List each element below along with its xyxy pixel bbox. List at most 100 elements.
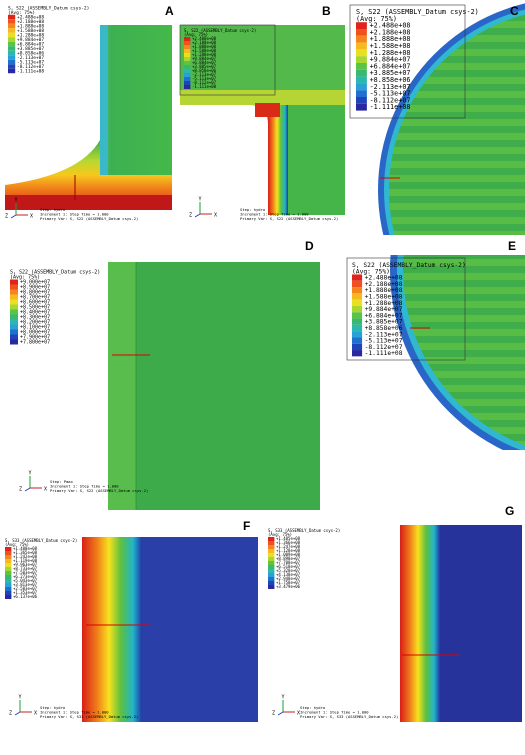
legend-value: +1.365e+08: [13, 550, 38, 555]
legend-title: S, S33 (ASSEMBLY_Datum csys-2): [5, 538, 77, 543]
triad-label: Y: [19, 695, 22, 701]
legend-value: -1.111e+08: [192, 84, 217, 89]
legend-title: S, S22 (ASSEMBLY_Datum csys-2): [10, 270, 100, 276]
legend-value: +2.488e+08: [365, 275, 403, 282]
legend-value: +6.273e+07: [13, 574, 38, 579]
legend-swatch: [356, 90, 367, 97]
legend-swatch: [184, 73, 191, 77]
legend-swatch: [10, 339, 18, 345]
panel-c-model: [378, 3, 525, 235]
legend-swatch: [10, 309, 18, 315]
legend-swatch: [352, 350, 363, 357]
legend-swatch: [268, 549, 275, 553]
legend-value: +1.242e+08: [13, 554, 38, 559]
primary-var-text: Primary Var: S, S33 (ASSEMBLY_Datum csys…: [300, 714, 398, 719]
legend-swatch: [8, 19, 16, 24]
increment-text: Increment 1: Step Time = 1.000: [50, 484, 119, 489]
legend-avg: (Avg: 75%): [5, 542, 29, 547]
legend-value: +1.888e+08: [370, 35, 411, 43]
increment-text: Increment 1: Step Time = 1.000: [300, 710, 369, 715]
triad-label: X: [297, 711, 300, 717]
legend-value: +1.488e+08: [13, 546, 38, 551]
legend-swatch: [356, 35, 367, 43]
legend-value: +6.884e+07: [192, 60, 217, 65]
legend-value: +1.009e+08: [276, 552, 301, 557]
legend-swatch: [352, 343, 363, 351]
legend-value: +8.898e+07: [276, 556, 301, 561]
panel-b-model: [180, 25, 345, 215]
legend-swatch: [184, 61, 191, 65]
legend-swatch: [184, 77, 191, 81]
legend-swatch: [10, 329, 18, 335]
legend-title: S, S22 (ASSEMBLY_Datum csys-2): [8, 6, 89, 12]
legend-value: -8.112e+07: [370, 96, 411, 104]
legend-value: +2.488e+08: [192, 36, 217, 41]
legend-swatch: [356, 97, 367, 104]
legend-value: +6.884e+07: [17, 42, 44, 48]
panel-label: C: [510, 4, 519, 18]
legend-swatch: [268, 541, 275, 545]
legend-title: S, S22 (ASSEMBLY_Datum csys-2): [356, 8, 479, 16]
legend-value: -2.113e+07: [370, 83, 411, 91]
triad-label: Z: [272, 711, 275, 717]
legend-value: +2.188e+08: [17, 19, 44, 25]
legend-value: +8.400e+07: [20, 310, 50, 316]
legend-swatch: [8, 41, 16, 47]
legend-value: +1.128e+08: [276, 548, 301, 553]
vertical-hot: [268, 105, 288, 215]
legend-swatch: [10, 289, 18, 295]
panel-label: E: [508, 239, 516, 253]
primary-var-text: Primary Var: S, S22 (ASSEMBLY_Datum csys…: [240, 216, 338, 221]
triad-label: Z: [9, 711, 12, 717]
legend-swatch: [352, 324, 363, 332]
legend-swatch: [5, 583, 12, 587]
triad-label: Z: [19, 487, 22, 493]
legend-value: -1.111e+08: [365, 350, 403, 357]
legend-swatch: [352, 287, 363, 294]
legend-swatch: [8, 64, 16, 69]
legend-value: +8.858e+06: [17, 51, 44, 57]
gradient-band: [82, 537, 142, 722]
legend-value: +9.884e+07: [17, 37, 44, 43]
legend-swatch: [10, 294, 18, 300]
legend-swatch: [352, 331, 363, 338]
legend-swatch: [184, 49, 191, 53]
triad-label: Y: [282, 695, 285, 701]
legend-value: +9.884e+07: [365, 306, 403, 313]
legend-value: -2.113e+07: [17, 55, 44, 61]
step-text: Step: hydro: [300, 705, 326, 710]
legend-avg: (Avg: 75%): [352, 268, 390, 275]
legend-value: -1.111e+08: [17, 69, 44, 75]
legend-value: +8.000e+07: [20, 330, 50, 336]
increment-text: Increment 1: Step Time = 1.000: [40, 212, 109, 217]
triad-label: X: [30, 214, 33, 220]
legend-swatch: [5, 555, 12, 559]
legend-swatch: [10, 334, 18, 340]
pipe-section: [108, 262, 320, 510]
legend-swatch: [8, 32, 16, 38]
legend-swatch: [8, 55, 16, 60]
legend-value: +1.588e+08: [365, 294, 403, 301]
step-text: Step: hydro: [40, 705, 66, 710]
legend-swatch: [268, 573, 275, 577]
triad-axis: [24, 487, 31, 492]
legend-value: +8.300e+07: [20, 315, 50, 321]
legend-value: +2.583e+07: [13, 586, 38, 591]
legend-swatch: [5, 579, 12, 583]
legend-swatch: [10, 324, 18, 330]
triad-label: X: [214, 213, 217, 219]
legend-value: -8.112e+07: [192, 80, 217, 85]
legend-value: +1.288e+08: [365, 300, 403, 307]
legend-value: +2.488e+08: [17, 15, 44, 21]
legend-avg: (Avg: 75%): [356, 15, 397, 23]
triad-label: X: [34, 711, 37, 717]
legend-value: +8.700e+07: [20, 295, 50, 301]
fillet-hot: [255, 103, 280, 117]
legend-value: +4.138e+07: [276, 572, 301, 577]
legend-value: +1.485e+08: [276, 536, 301, 541]
legend-swatch: [268, 581, 275, 585]
primary-var-text: Primary Var: S, S22 (ASSEMBLY_Datum csys…: [50, 488, 148, 493]
legend-frame: [349, 4, 466, 119]
